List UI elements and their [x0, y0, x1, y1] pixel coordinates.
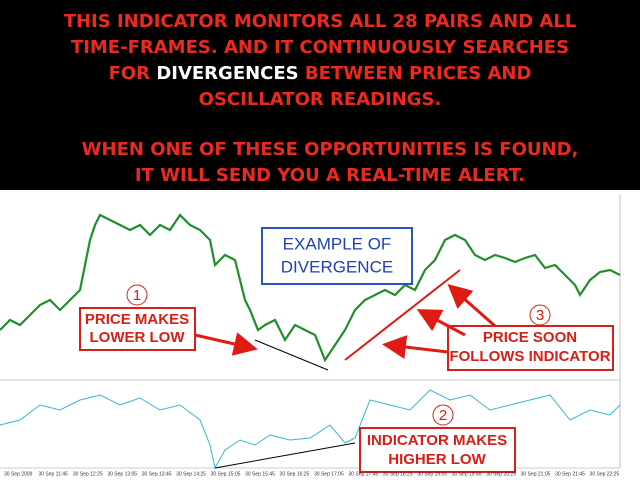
price-line [0, 213, 621, 363]
callout-text: LOWER LOW [90, 329, 186, 346]
banner-line: IT WILL SEND YOU A REAL-TIME ALERT. [135, 165, 525, 186]
callout-box [359, 427, 516, 473]
banner-text: FOR [109, 63, 157, 84]
x-axis-label: 30 Sep 11:45 [38, 471, 68, 477]
step-number: 3 [536, 307, 544, 324]
x-axis-label: 30 Sep 19:05 [417, 471, 447, 477]
callout-box [447, 325, 614, 371]
banner-line: FOR DIVERGENCES BETWEEN PRICES AND [109, 63, 532, 84]
x-axis-label: 30 Sep 16:25 [280, 471, 310, 477]
x-axis-label: 30 Sep 17:45 [348, 471, 378, 477]
x-axis-label: 30 Sep 17:05 [314, 471, 344, 477]
step-number: 2 [439, 407, 447, 424]
callout-text: PRICE SOON [483, 329, 577, 346]
x-axis-label: 30 Sep 22:25 [590, 471, 620, 477]
x-axis-labels: 30 Sep 2009 30 Sep 11:45 30 Sep 12:25 30 Se… [4, 471, 620, 477]
banner-line: WHEN ONE OF THESE OPPORTUNITIES IS FOUND… [82, 139, 579, 160]
banner-highlight: DIVERGENCES [156, 63, 298, 84]
banner-text: BETWEEN PRICES AND [299, 63, 532, 84]
banner [0, 0, 640, 190]
callout-text: DIVERGENCE [281, 257, 393, 276]
step-number: 1 [133, 287, 141, 304]
x-axis-label: 30 Sep 21:05 [521, 471, 551, 477]
x-axis-label: 30 Sep 21:45 [555, 471, 585, 477]
x-axis-label: 30 Sep 14:25 [176, 471, 206, 477]
x-axis-label: 30 Sep 13:05 [107, 471, 137, 477]
callout-text: INDICATOR MAKES [367, 432, 507, 449]
callout-text: HIGHER LOW [388, 451, 486, 468]
indicator-line [0, 389, 621, 470]
callout-text: EXAMPLE OF [283, 234, 392, 253]
callout-box [79, 307, 196, 351]
callout-text: FOLLOWS INDICATOR [449, 348, 610, 365]
x-axis-label: 30 Sep 2009 [4, 471, 33, 477]
x-axis-label: 30 Sep 19:45 [452, 471, 482, 477]
callout-text: PRICE MAKES [85, 311, 189, 328]
x-axis-label: 30 Sep 13:45 [142, 471, 172, 477]
x-axis-label: 30 Sep 15:45 [245, 471, 275, 477]
banner-line: TIME-FRAMES. AND IT CONTINUOUSLY SEARCHE… [71, 37, 569, 58]
x-axis-label: 30 Sep 18:25 [383, 471, 413, 477]
x-axis-label: 30 Sep 12:25 [73, 471, 103, 477]
x-axis-label: 30 Sep 20:25 [486, 471, 516, 477]
banner-line: THIS INDICATOR MONITORS ALL 28 PAIRS AND… [64, 11, 577, 32]
callout-box [261, 227, 413, 285]
banner-line: OSCILLATOR READINGS. [199, 89, 442, 110]
x-axis-label: 30 Sep 15:05 [211, 471, 241, 477]
